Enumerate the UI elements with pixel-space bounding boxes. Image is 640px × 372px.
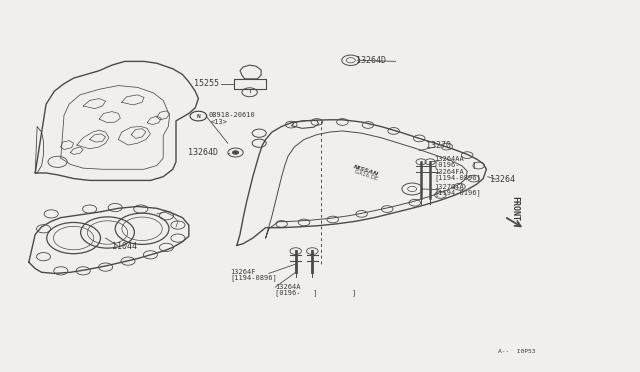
Circle shape [228,148,243,157]
Circle shape [413,135,425,142]
Text: A--  I0P53: A-- I0P53 [498,349,536,354]
Circle shape [461,152,473,158]
Text: ]: ] [352,289,356,296]
Text: 15255: 15255 [194,79,219,88]
Text: GA16 DE: GA16 DE [354,169,378,182]
Circle shape [441,143,452,150]
Text: [1194-0896]: [1194-0896] [230,275,277,281]
Circle shape [454,183,465,190]
Circle shape [473,162,484,169]
Circle shape [276,221,287,227]
Text: 13264AA: 13264AA [434,156,463,162]
Text: 13270: 13270 [426,141,451,150]
Circle shape [311,119,323,125]
Text: 13264A: 13264A [275,284,301,290]
Text: 13270+A: 13270+A [434,184,463,190]
Circle shape [285,121,297,128]
Circle shape [409,199,420,206]
Text: 08918-20610: 08918-20610 [209,112,255,118]
Circle shape [327,216,339,223]
Text: FRONT: FRONT [511,196,520,221]
Text: NISSAN: NISSAN [353,164,380,177]
Text: <13>: <13> [211,119,228,125]
Circle shape [356,211,367,217]
Circle shape [298,219,310,226]
Text: 13264D: 13264D [188,148,218,157]
Text: 13264: 13264 [490,175,515,184]
Circle shape [468,175,479,182]
Text: [0196-   ]: [0196- ] [434,161,476,168]
Circle shape [381,206,393,212]
Text: [1194-0196]: [1194-0196] [434,189,481,196]
Circle shape [232,151,239,154]
Circle shape [342,55,360,65]
Circle shape [337,119,348,125]
Text: 13264F: 13264F [230,269,256,275]
Circle shape [435,192,446,198]
Text: 13264FA: 13264FA [434,169,463,175]
Text: 13264D: 13264D [356,56,386,65]
Text: N: N [196,113,200,119]
Text: [0196-   ]: [0196- ] [275,289,317,296]
Text: 11044: 11044 [112,242,137,251]
Circle shape [388,128,399,134]
Text: [1194-0896]: [1194-0896] [434,174,481,181]
Circle shape [362,122,374,128]
